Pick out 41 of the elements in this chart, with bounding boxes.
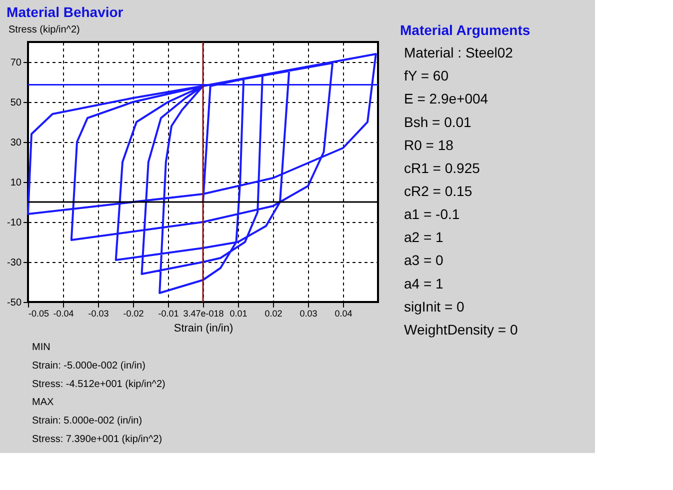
text: fY = 60	[404, 68, 449, 84]
x-tick-label: 0.01	[230, 308, 248, 318]
x-tick-label: -0.01	[158, 308, 179, 318]
text: sigInit = 0	[404, 298, 465, 314]
text: a3 = 0	[404, 252, 444, 268]
y-tick-label: 30	[10, 138, 22, 148]
y-tick-label: -50	[7, 298, 22, 308]
y-tick-label: 70	[10, 58, 22, 68]
y-axis-title: Stress (kip/in^2)	[8, 24, 80, 36]
text: a1 = -0.1	[404, 206, 460, 222]
text: Material Arguments	[400, 22, 530, 38]
text: a4 = 1	[404, 275, 444, 292]
text: R0 = 18	[404, 136, 454, 153]
text: MIN	[32, 342, 50, 354]
text: a2 = 1	[404, 229, 444, 246]
x-tick-label: 0.03	[300, 308, 318, 318]
x-tick-label: 0.04	[334, 308, 352, 318]
x-tick-label: -0.05	[28, 308, 50, 318]
y-tick-label: -10	[7, 218, 22, 228]
text: Strain: 5.000e-002 (in/in)	[32, 416, 142, 426]
text: WeightDensity = 0	[404, 321, 518, 338]
text: Stress: -4.512e+001 (kip/in^2)	[32, 378, 166, 390]
x-tick-label: 0.02	[264, 308, 282, 318]
text: E = 2.9e+004	[404, 90, 488, 107]
text: MAX	[32, 397, 54, 408]
x-tick-label: -0.02	[123, 308, 144, 318]
y-tick-label: -30	[7, 258, 22, 268]
x-axis-title: Strain (in/in)	[174, 322, 234, 334]
x-tick-label: -0.04	[53, 308, 74, 318]
text: cR2 = 0.15	[404, 183, 472, 199]
text: Material : Steel02	[404, 44, 514, 61]
text: cR1 = 0.925	[404, 160, 480, 176]
text: Stress: 7.390e+001 (kip/in^2)	[32, 434, 162, 445]
chart-title: Material Behavior	[6, 4, 124, 20]
line-series	[27, 53, 377, 294]
y-tick-label: 50	[10, 98, 22, 108]
text: Bsh = 0.01	[404, 114, 472, 130]
x-tick-label: -0.03	[88, 308, 109, 318]
text: Strain: -5.000e-002 (in/in)	[32, 360, 146, 372]
y-tick-label: 10	[10, 178, 22, 188]
x-tick-label: 3.47e-018	[183, 308, 224, 318]
